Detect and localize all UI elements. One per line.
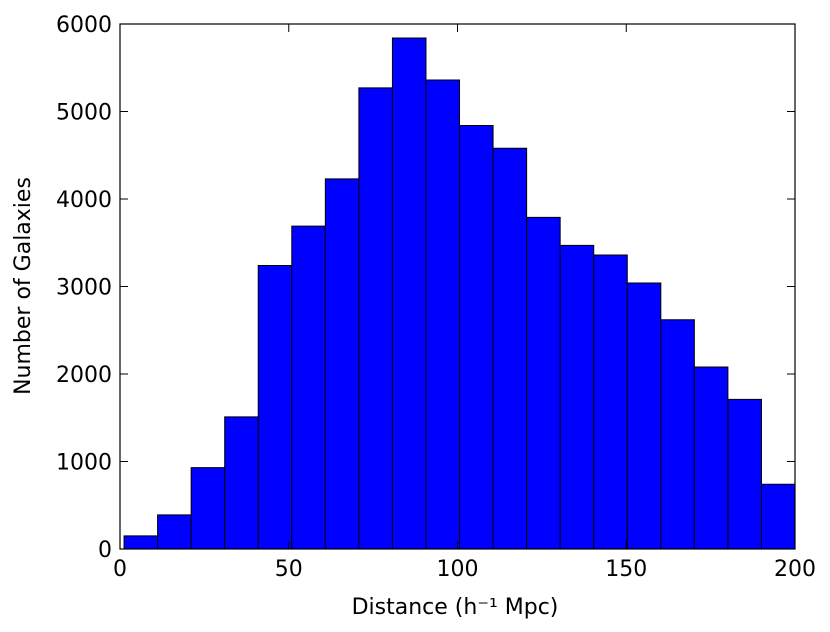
x-tick-label: 200 [774,557,816,582]
bar [693,366,729,550]
bar [358,87,393,550]
bar [526,216,561,550]
y-tick-label: 1000 [56,451,112,476]
bar [291,225,326,550]
y-tick-label: 6000 [56,13,112,38]
y-tick-label: 3000 [56,276,112,301]
x-tick-label: 100 [437,557,479,582]
x-tick-label: 50 [275,557,303,582]
bar [727,398,762,550]
bar [391,37,427,550]
y-tick-label: 5000 [56,101,112,126]
bar [626,282,662,550]
bar [157,514,192,550]
y-axis-label: Number of Galaxies [11,177,36,395]
bar [492,147,528,550]
bar [660,319,695,550]
bar [123,535,159,550]
y-tick-label: 4000 [56,188,112,213]
bar [459,125,494,550]
bar [190,467,226,550]
x-tick-label: 150 [605,557,647,582]
y-tick-label: 2000 [56,363,112,388]
bar [425,79,461,550]
bar [593,254,628,550]
x-tick-label: 0 [113,557,127,582]
bar [760,483,796,550]
bar [257,265,293,550]
bar [324,178,360,550]
y-tick-label: 0 [98,538,112,563]
bar [559,244,595,550]
x-axis-label: Distance (h⁻¹ Mpc) [352,595,559,620]
bar [224,416,259,550]
